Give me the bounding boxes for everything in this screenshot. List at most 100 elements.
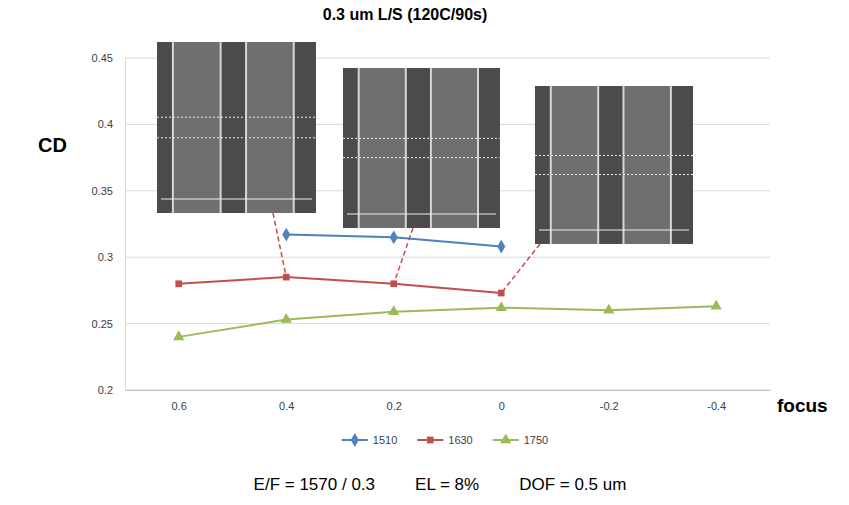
grid-line xyxy=(125,390,770,391)
y-axis-line xyxy=(125,59,126,391)
y-tick: 0.45 xyxy=(92,52,125,64)
legend-item: 1630 xyxy=(417,434,472,446)
series-marker xyxy=(390,230,398,244)
legend-label: 1630 xyxy=(448,434,472,446)
y-tick: 0.25 xyxy=(92,318,125,330)
x-tick: -0.2 xyxy=(600,390,619,412)
legend-item: 1750 xyxy=(493,433,548,446)
x-axis: 0.6 0.4 0.2 0 -0.2 -0.4 xyxy=(126,390,771,412)
series-marker xyxy=(603,304,614,314)
y-tick-label: 0.4 xyxy=(98,118,113,130)
series-marker xyxy=(281,313,292,323)
y-axis-title: CD xyxy=(38,134,67,156)
x-tick: -0.4 xyxy=(707,390,726,412)
sem-edge xyxy=(293,42,295,213)
x-axis-title: focus xyxy=(777,395,828,416)
series-line xyxy=(179,306,717,337)
sem-cursor xyxy=(535,174,693,175)
sem-image xyxy=(157,42,316,213)
plot-area xyxy=(173,228,722,340)
sem-background xyxy=(535,86,693,244)
sem-edge xyxy=(670,86,672,244)
chart-title: 0.3 um L/S (120C/90s) xyxy=(323,6,488,23)
sem-images xyxy=(157,42,693,244)
sem-profile xyxy=(539,230,689,231)
sem-profile xyxy=(347,214,496,215)
annotations: E/F = 1570 / 0.3 EL = 8% DOF = 0.5 um xyxy=(254,475,627,494)
series-marker xyxy=(173,330,184,340)
sem-profile xyxy=(161,199,312,200)
sem-cursor xyxy=(157,137,316,138)
sem-image xyxy=(343,68,500,228)
sem-line xyxy=(551,86,598,244)
y-axis: 0.2 0.25 0.3 0.35 0.4 0.45 xyxy=(92,52,126,396)
sem-cursor xyxy=(343,157,500,158)
sem-background xyxy=(343,68,500,228)
sem-image xyxy=(535,86,693,244)
annotation: DOF = 0.5 um xyxy=(519,475,626,494)
sem-line xyxy=(431,68,478,228)
x-tick-label: -0.4 xyxy=(707,400,726,412)
sem-edge xyxy=(597,86,599,244)
y-tick-label: 0.45 xyxy=(92,52,113,64)
leader-lines xyxy=(273,213,540,293)
y-tick: 0.2 xyxy=(98,384,125,396)
sem-background xyxy=(157,42,316,213)
annotation: EL = 8% xyxy=(415,475,479,494)
y-tick-label: 0.3 xyxy=(98,251,113,263)
series-marker xyxy=(388,305,399,315)
legend-label: 1510 xyxy=(373,434,397,446)
sem-line xyxy=(173,42,221,213)
x-tick: 0 xyxy=(499,390,505,412)
x-tick: 0.2 xyxy=(387,390,402,412)
sem-edge xyxy=(358,68,360,228)
sem-line xyxy=(246,42,294,213)
y-tick-label: 0.25 xyxy=(92,318,113,330)
x-tick-label: 0.6 xyxy=(172,400,187,412)
y-tick-label: 0.2 xyxy=(98,384,113,396)
sem-edge xyxy=(245,42,247,213)
annotation: E/F = 1570 / 0.3 xyxy=(254,475,375,494)
series-marker xyxy=(711,300,722,310)
x-axis-line xyxy=(126,390,771,391)
leader-line xyxy=(394,228,413,284)
y-tick: 0.4 xyxy=(98,118,125,130)
legend-swatch-marker xyxy=(427,437,434,444)
y-tick: 0.35 xyxy=(92,185,125,197)
sem-edge xyxy=(550,86,552,244)
y-tick-label: 0.35 xyxy=(92,185,113,197)
sem-edge xyxy=(405,68,407,228)
legend: 1510 1630 1750 xyxy=(342,433,548,447)
x-tick-label: 0 xyxy=(499,400,505,412)
sem-cursor xyxy=(157,117,316,118)
sem-edge xyxy=(220,42,222,213)
x-tick-label: 0.4 xyxy=(279,400,294,412)
x-tick-label: -0.2 xyxy=(600,400,619,412)
series-marker xyxy=(175,280,182,287)
series-marker xyxy=(497,240,505,254)
y-tick: 0.3 xyxy=(98,251,125,263)
sem-edge xyxy=(172,42,174,213)
series-line xyxy=(179,277,502,293)
leader-line xyxy=(501,244,540,293)
x-tick: 0.6 xyxy=(172,390,187,412)
sem-cursor xyxy=(535,155,693,156)
x-tick: 0.4 xyxy=(279,390,294,412)
legend-swatch-marker xyxy=(500,433,511,443)
legend-item: 1510 xyxy=(342,433,397,447)
sem-line xyxy=(623,86,670,244)
grid-line xyxy=(125,257,770,258)
sem-edge xyxy=(622,86,624,244)
sem-cursor xyxy=(343,138,500,139)
leader-line xyxy=(273,213,286,277)
sem-edge xyxy=(477,68,479,228)
sem-line xyxy=(359,68,406,228)
chart: 0.60.40.20-0.2-0.40.20.250.30.350.40.450… xyxy=(0,0,849,505)
sem-edge xyxy=(430,68,432,228)
x-tick-label: 0.2 xyxy=(387,400,402,412)
legend-label: 1750 xyxy=(524,434,548,446)
series-marker xyxy=(496,301,507,311)
legend-swatch-marker xyxy=(351,433,359,447)
series-marker xyxy=(282,228,290,242)
grid-line xyxy=(125,323,770,324)
